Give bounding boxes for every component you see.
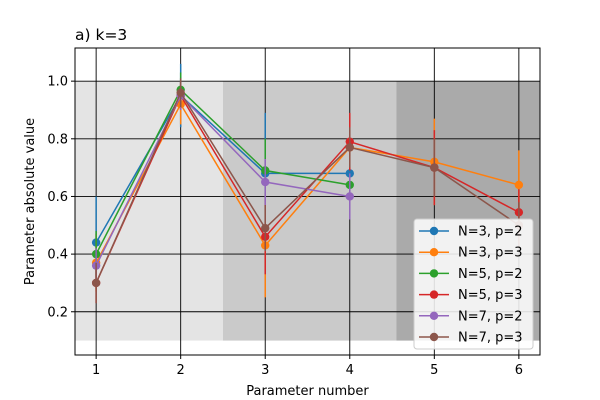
- x-tick-label-1: 1: [92, 363, 100, 378]
- x-tick-label-2: 2: [177, 363, 185, 378]
- data-point: [176, 88, 185, 97]
- legend-label: N=7, p=2: [458, 309, 523, 324]
- data-point: [345, 192, 354, 201]
- y-tick-label-2: 0.4: [47, 248, 68, 263]
- legend-entry-4: N=5, p=3: [419, 288, 523, 303]
- legend-marker: [429, 269, 439, 278]
- data-point: [261, 177, 270, 187]
- legend-marker: [429, 226, 439, 236]
- x-tick-label-3: 3: [261, 363, 269, 378]
- y-axis: 0.2 0.4 0.6 0.8 1.0: [47, 75, 75, 320]
- chart-title: a) k=3: [75, 26, 127, 44]
- legend-marker: [429, 332, 439, 342]
- legend-entry-5: N=7, p=2: [419, 309, 523, 324]
- legend-label: N=5, p=3: [458, 288, 523, 303]
- x-tick-label-4: 4: [346, 363, 354, 378]
- y-tick-label-1: 0.2: [47, 305, 68, 320]
- x-axis: 1 2 3 4 5 6: [92, 355, 523, 378]
- legend-label: N=3, p=2: [458, 225, 523, 240]
- y-tick-label-3: 0.6: [47, 190, 68, 205]
- legend-label: N=5, p=2: [458, 267, 523, 282]
- legend-label: N=3, p=3: [458, 246, 523, 261]
- data-point: [345, 143, 354, 152]
- y-axis-label: Parameter absolute value: [23, 118, 38, 285]
- data-point: [514, 180, 524, 190]
- legend-marker: [429, 290, 439, 299]
- axes-frame: [74, 47, 541, 356]
- data-point: [430, 163, 439, 172]
- legend-marker: [429, 248, 439, 257]
- x-tick-label-6: 6: [515, 363, 523, 378]
- x-tick-label-5: 5: [430, 363, 438, 378]
- legend: N=3, p=2 N=3, p=3 N=5, p=2 N=5, p=3 N=7, p=2…: [413, 218, 534, 350]
- series-line: [95, 91, 520, 284]
- data-point: [91, 278, 101, 288]
- series-line: [95, 88, 350, 255]
- legend-label: N=7, p=3: [458, 331, 523, 346]
- y-tick-label-4: 0.8: [47, 132, 68, 147]
- series-line: [95, 94, 350, 243]
- y-tick-label-5: 1.0: [47, 75, 68, 90]
- shaded-region-2: [222, 81, 397, 341]
- legend-entry-2: N=3, p=3: [419, 246, 523, 261]
- legend-entry-6: N=7, p=3: [419, 331, 523, 346]
- shaded-region-1: [75, 81, 223, 341]
- legend-marker: [429, 311, 439, 320]
- legend-entry-3: N=5, p=2: [419, 267, 523, 282]
- series-line: [95, 94, 350, 266]
- series-layer: [91, 63, 524, 304]
- series-line: [95, 102, 520, 264]
- x-axis-label: Parameter number: [246, 384, 369, 399]
- legend-entry-1: N=3, p=2: [419, 225, 523, 240]
- data-point: [261, 223, 270, 233]
